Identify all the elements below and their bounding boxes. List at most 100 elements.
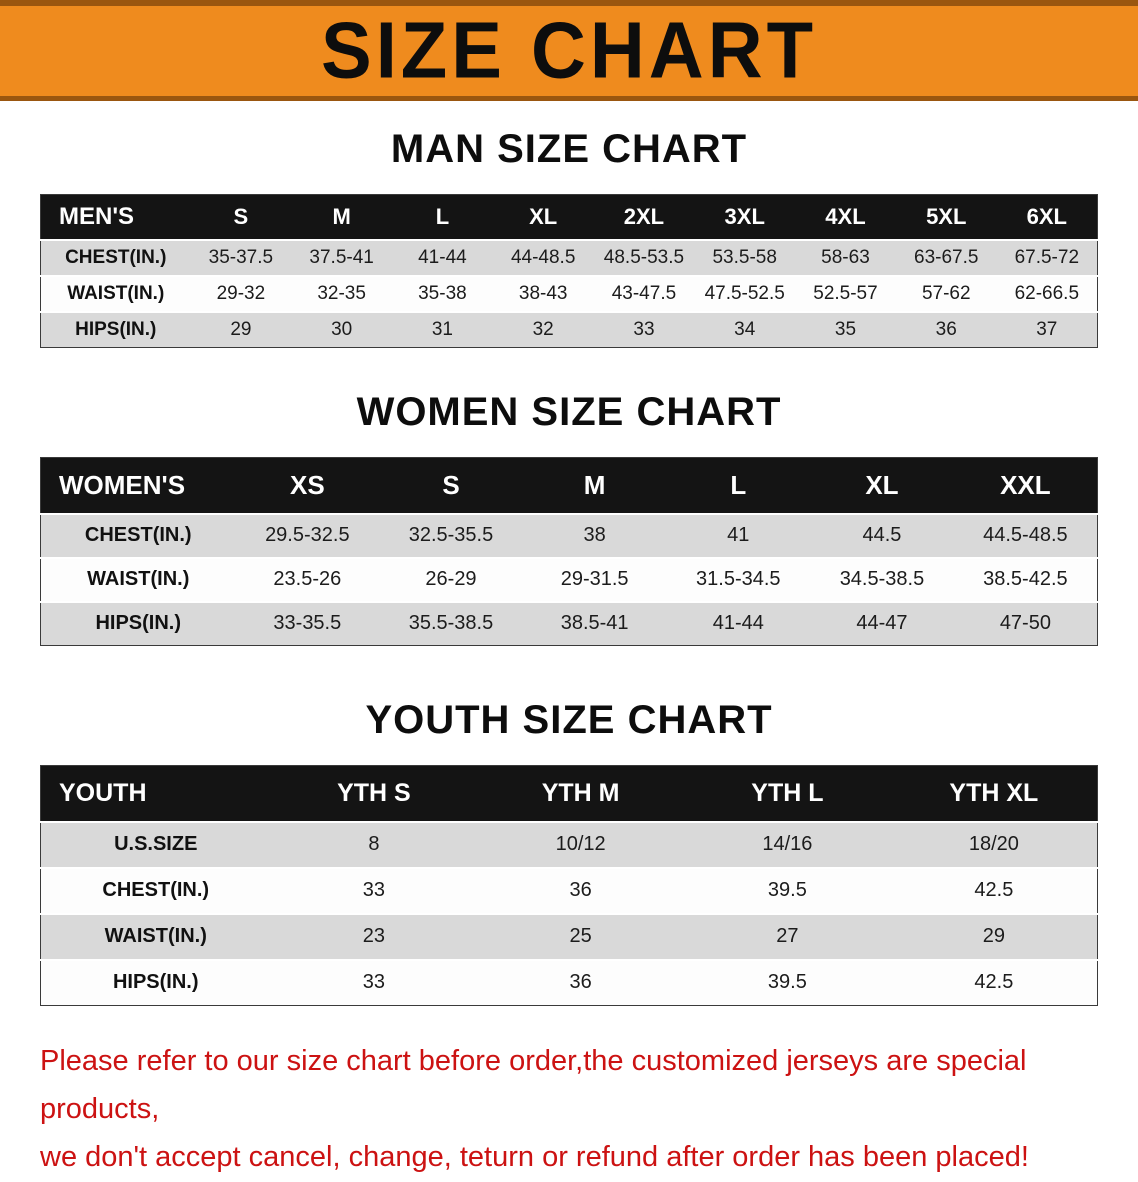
disclaimer-line-2: we don't accept cancel, change, teturn o… [40, 1140, 1029, 1173]
table-row: HIPS(IN.) 33 36 39.5 42.5 [40, 959, 1098, 1006]
column-header-cell: 4XL [825, 204, 866, 229]
value-cell: 58-63 [821, 247, 870, 268]
value-cell: 37 [1036, 319, 1058, 340]
value-cell: 26-29 [425, 568, 477, 590]
table-row: CHEST(IN.) 33 36 39.5 42.5 [40, 867, 1098, 914]
column-header-cell: YTH L [751, 778, 824, 807]
value-cell: 38 [583, 524, 606, 546]
value-cell: 33 [362, 971, 385, 994]
value-cell: 32.5-35.5 [408, 524, 494, 546]
value-cell: 44.5-48.5 [983, 524, 1068, 546]
table-row: HIPS(IN.) 33-35.5 35.5-38.5 38.5-41 41-44 44-… [40, 601, 1098, 646]
value-cell: 33-35.5 [273, 612, 342, 635]
column-header-cell: XL [529, 204, 558, 229]
value-cell: 25 [569, 925, 592, 947]
value-cell: 29-31.5 [560, 568, 629, 590]
row-label-cell: HIPS(IN.) [112, 971, 199, 994]
row-label-cell: HIPS(IN.) [95, 612, 182, 635]
value-cell: 62-66.5 [1014, 283, 1080, 304]
column-header-cell: XL [865, 469, 899, 500]
row-label-cell: CHEST(IN.) [102, 879, 210, 901]
disclaimer-line-1: Please refer to our size chart before or… [40, 1045, 1027, 1125]
value-cell: 33 [362, 879, 385, 901]
value-cell: 48.5-53.5 [603, 247, 685, 268]
value-cell: 47-50 [999, 612, 1051, 635]
row-label-cell: CHEST(IN.) [84, 524, 192, 546]
women-table-header: WOMEN'S XS S M L XL XXL [40, 457, 1098, 514]
value-cell: 34.5-38.5 [839, 568, 925, 590]
youth-section-heading: YOUTH SIZE CHART [365, 698, 773, 742]
column-header-cell: 3XL [724, 204, 765, 229]
value-cell: 35 [834, 319, 857, 340]
value-cell: 30 [331, 319, 353, 340]
value-cell: 32 [532, 319, 554, 340]
table-row: WAIST(IN.) 29-32 32-35 35-38 38-43 43-47.5 47.… [40, 276, 1098, 312]
value-cell: 44-47 [856, 612, 908, 635]
value-cell: 34 [734, 319, 756, 340]
value-cell: 42.5 [974, 971, 1014, 994]
page-title: SIZE CHART [321, 5, 817, 96]
column-header-cell: S [233, 204, 249, 229]
table-title-cell: WOMEN'S [59, 469, 186, 500]
row-label-cell: U.S.SIZE [114, 833, 198, 855]
value-cell: 37.5-41 [309, 247, 374, 268]
value-cell: 36 [569, 879, 592, 901]
value-cell: 41 [727, 524, 750, 546]
value-cell: 27 [776, 925, 799, 947]
value-cell: 23 [362, 925, 385, 947]
column-header-cell: M [332, 204, 351, 229]
value-cell: 57-62 [921, 283, 971, 304]
value-cell: 42.5 [974, 879, 1014, 901]
row-label-cell: CHEST(IN.) [65, 247, 167, 268]
men-section-heading: MAN SIZE CHART [390, 127, 748, 171]
value-cell: 47.5-52.5 [704, 283, 785, 304]
value-cell: 32-35 [317, 283, 366, 304]
value-cell: 14/16 [762, 833, 813, 855]
disclaimer-text: Please refer to our size chart before or… [40, 1038, 1110, 1182]
youth-table-header: YOUTH YTH S YTH M YTH L YTH XL [40, 765, 1098, 822]
column-header-cell: L [730, 469, 747, 500]
row-label-cell: WAIST(IN.) [104, 925, 207, 947]
value-cell: 35-37.5 [208, 247, 274, 268]
row-label-cell: HIPS(IN.) [75, 319, 157, 340]
men-table-body: CHEST(IN.) 35-37.5 37.5-41 41-44 44-48.5 48.5… [40, 240, 1098, 348]
value-cell: 31 [431, 319, 453, 340]
column-header-cell: M [583, 469, 606, 500]
women-section-heading: WOMEN SIZE CHART [356, 390, 782, 434]
table-title-cell: YOUTH [59, 778, 147, 807]
value-cell: 67.5-72 [1014, 247, 1080, 268]
value-cell: 29 [230, 319, 252, 340]
value-cell: 35.5-38.5 [408, 612, 494, 635]
table-row: CHEST(IN.) 29.5-32.5 32.5-35.5 38 41 44.5 44.5… [40, 513, 1098, 558]
value-cell: 38.5-42.5 [983, 568, 1068, 590]
value-cell: 41-44 [712, 612, 764, 635]
column-header-cell: L [435, 204, 450, 229]
value-cell: 33 [633, 319, 655, 340]
row-label-cell: WAIST(IN.) [67, 283, 165, 304]
men-size-table: MEN'S S M L XL 2XL 3XL 4XL 5XL 6XL CHEST(IN.) 35-3… [40, 194, 1098, 348]
row-label-cell: WAIST(IN.) [87, 568, 190, 590]
column-header-cell: YTH S [337, 778, 411, 807]
value-cell: 8 [368, 833, 380, 855]
table-row: WAIST(IN.) 23 25 27 29 [40, 913, 1098, 960]
table-row: CHEST(IN.) 35-37.5 37.5-41 41-44 44-48.5 48.5… [40, 240, 1098, 276]
column-header-cell: YTH XL [949, 778, 1039, 807]
youth-size-table: YOUTH YTH S YTH M YTH L YTH XL U.S.SIZE 8 10/1… [40, 765, 1098, 1006]
column-header-cell: XS [289, 469, 325, 500]
value-cell: 29.5-32.5 [265, 524, 350, 546]
value-cell: 53.5-58 [712, 247, 777, 268]
value-cell: 44-48.5 [510, 247, 576, 268]
women-size-table: WOMEN'S XS S M L XL XXL CHEST(IN.) 29.5-32.5 32.… [40, 457, 1098, 646]
value-cell: 10/12 [555, 833, 606, 855]
value-cell: 23.5-26 [273, 568, 342, 590]
column-header-cell: S [442, 469, 460, 500]
value-cell: 36 [935, 319, 957, 340]
value-cell: 36 [569, 971, 592, 994]
youth-table-body: U.S.SIZE 8 10/12 14/16 18/20 CHEST(IN.) 33 36 39… [40, 821, 1098, 1006]
value-cell: 44.5 [862, 524, 902, 546]
table-row: U.S.SIZE 8 10/12 14/16 18/20 [40, 821, 1098, 868]
value-cell: 43-47.5 [611, 283, 677, 304]
column-header-cell: 5XL [926, 204, 967, 229]
value-cell: 38.5-41 [560, 612, 629, 635]
